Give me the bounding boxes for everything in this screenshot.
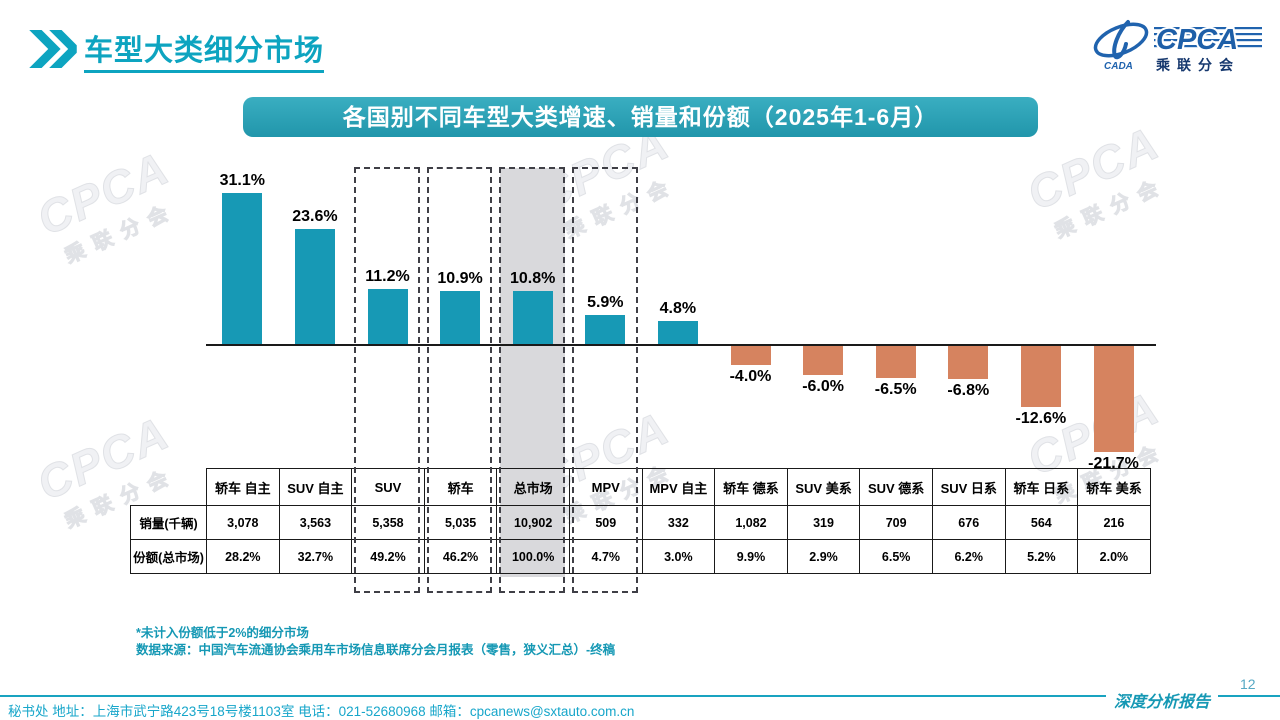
bar-轿车 日系 [1020, 346, 1061, 408]
bar-value-label: 4.8% [659, 299, 697, 317]
table-cell: 100.0% [496, 539, 570, 574]
table-cell: 9.9% [714, 539, 788, 574]
table-cell: 332 [641, 505, 716, 540]
bar-总市场 [512, 291, 553, 344]
column-header-轿车 德系: 轿车 德系 [714, 468, 788, 506]
page-title: 车型大类细分市场 [84, 27, 325, 73]
bar-value-label: -21.7% [1088, 454, 1139, 472]
bar-SUV 德系 [875, 346, 916, 378]
bar-SUV 自主 [294, 229, 335, 344]
table-cell: 32.7% [278, 539, 353, 574]
bar-value-label: -6.0% [802, 378, 844, 396]
table-cell: 5.2% [1004, 539, 1079, 574]
table-cell: 6.5% [859, 539, 933, 574]
bar-value-label: 10.8% [510, 270, 556, 288]
table-cell: 5,035 [423, 505, 498, 540]
bar-value-label: -12.6% [1015, 410, 1067, 428]
x-axis-line [206, 344, 1156, 346]
footer-divider-line [0, 695, 1280, 697]
bar-MPV [585, 315, 626, 344]
bar-value-label: -4.0% [729, 368, 772, 386]
bar-轿车 [440, 290, 481, 344]
table-row: 销量(千辆) 3,078 3,563 5,358 5,035 10,902 509 332 1,… [130, 505, 1151, 540]
row-header: 份额(总市场) [130, 539, 207, 574]
table-cell: 676 [931, 505, 1006, 540]
segment-data-table: 轿车 自主 SUV 自主 SUV 轿车 总市场 MPV MPV 自主 轿车 德系 SUV 美系 S… [130, 468, 1151, 574]
table-cell: 4.7% [568, 539, 643, 574]
logo-cpca-text: CPCA [1156, 24, 1238, 56]
table-cell: 2.9% [786, 539, 861, 574]
dashed-highlight-box-MPV [572, 167, 638, 593]
double-chevron-icon [29, 30, 77, 68]
report-type-label: 深度分析报告 [1106, 688, 1219, 712]
bar-SUV 美系 [803, 346, 844, 376]
logo-cpca-outline: CPCA [1157, 25, 1239, 57]
column-header-SUV 德系: SUV 德系 [859, 468, 933, 506]
column-header-轿车 自主: 轿车 自主 [206, 468, 280, 506]
table-cell: 709 [859, 505, 933, 540]
table-cell: 564 [1004, 505, 1079, 540]
bar-value-label: 11.2% [365, 268, 410, 286]
table-header-row: 轿车 自主 SUV 自主 SUV 轿车 总市场 MPV MPV 自主 轿车 德系 SUV 美系 S… [130, 468, 1151, 506]
bar-SUV [367, 289, 408, 344]
column-header-MPV 自主: MPV 自主 [641, 468, 716, 506]
bar-轿车 美系 [1093, 346, 1134, 452]
bar-轿车 德系 [730, 346, 771, 366]
dashed-highlight-box-总市场 [499, 167, 565, 593]
table-cell: 5,358 [351, 505, 425, 540]
table-cell: 1,082 [714, 505, 788, 540]
column-header-SUV: SUV [351, 468, 425, 506]
table-cell: 28.2% [206, 539, 280, 574]
column-header-SUV 美系: SUV 美系 [786, 468, 861, 506]
data-source-note: 数据来源：中国汽车流通协会乘用车市场信息联席分会月报表（零售，狭义汇总）-终稿 [136, 643, 616, 657]
bar-轿车 自主 [222, 192, 263, 344]
bar-MPV 自主 [657, 320, 698, 344]
table-cell: 6.2% [931, 539, 1006, 574]
table-corner-cell [130, 468, 207, 506]
table-row: 份额(总市场) 28.2% 32.7% 49.2% 46.2% 100.0% 4.7% 3.0… [130, 539, 1151, 574]
table-cell: 49.2% [351, 539, 425, 574]
column-header-轿车 美系: 轿车 美系 [1077, 468, 1151, 506]
footer-contact: 秘书处 地址：上海市武宁路423号18号楼1103室 电话：021-526809… [8, 704, 635, 719]
table-cell: 3.0% [641, 539, 716, 574]
bar-SUV 日系 [948, 346, 989, 380]
column-header-轿车: 轿车 [423, 468, 498, 506]
column-header-轿车 日系: 轿车 日系 [1004, 468, 1079, 506]
page-number: 12 [1240, 676, 1256, 692]
logo-crda-text: CADA [1104, 61, 1133, 72]
dashed-highlight-box-SUV [354, 167, 420, 593]
bar-value-label: -6.5% [874, 380, 917, 398]
cpca-logo: CADA CPCA CPCA 乘联分会 [1093, 20, 1262, 73]
table-cell: 3,078 [206, 505, 280, 540]
column-header-SUV 日系: SUV 日系 [931, 468, 1006, 506]
row-header: 销量(千辆) [130, 505, 207, 540]
table-cell: 10,902 [496, 505, 570, 540]
column-header-SUV 自主: SUV 自主 [278, 468, 353, 506]
bar-value-label: 5.9% [587, 294, 624, 312]
table-cell: 216 [1077, 505, 1151, 540]
bar-value-label: 23.6% [292, 208, 338, 226]
table-cell: 46.2% [423, 539, 498, 574]
table-cell: 319 [786, 505, 861, 540]
footnote: *未计入份额低于2%的细分市场 [136, 626, 309, 640]
dashed-highlight-box-轿车 [426, 167, 493, 593]
logo-cn-text: 乘联分会 [1155, 57, 1240, 73]
chart-title-banner: 各国别不同车型大类增速、销量和份额（2025年1-6月） [243, 97, 1038, 137]
table-cell: 3,563 [278, 505, 353, 540]
table-cell: 2.0% [1077, 539, 1151, 574]
bar-value-label: 31.1% [219, 171, 265, 189]
bar-value-label: -6.8% [947, 382, 990, 400]
bar-value-label: 10.9% [437, 269, 483, 287]
